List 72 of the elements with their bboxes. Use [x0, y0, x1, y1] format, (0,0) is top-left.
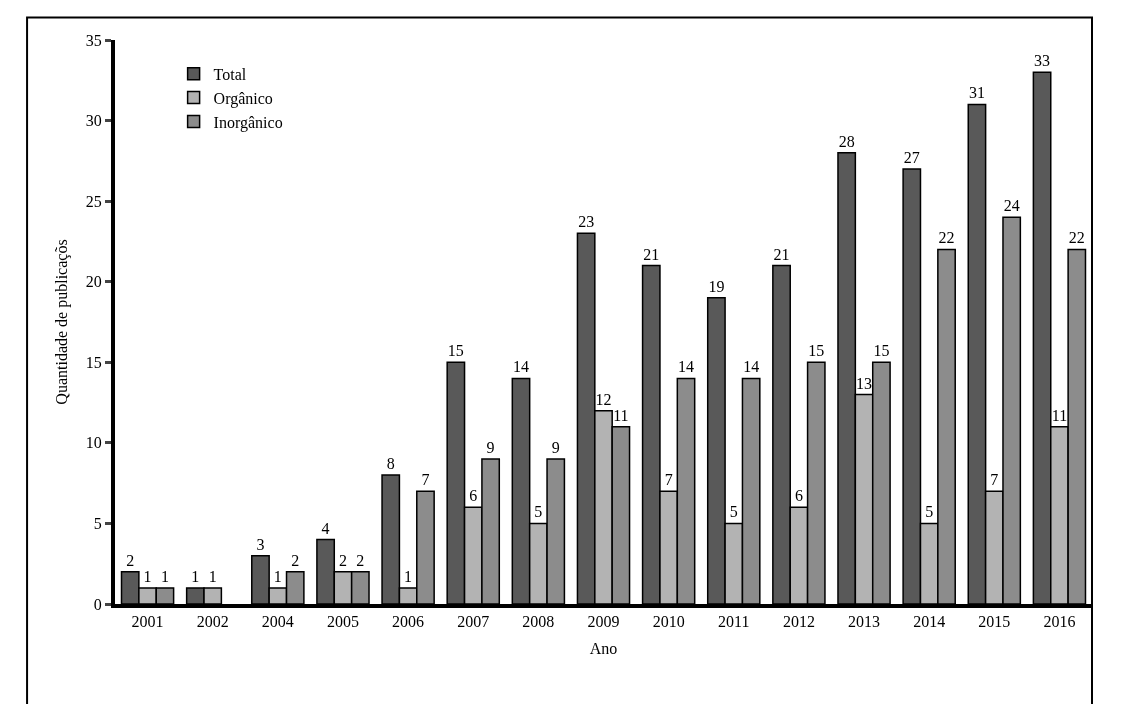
- data-label: 19: [708, 277, 725, 295]
- data-label: 15: [873, 342, 890, 360]
- data-label: 1: [404, 567, 413, 585]
- data-label: 22: [938, 229, 955, 247]
- data-label: 22: [1068, 229, 1085, 247]
- x-tick-label: 2006: [392, 613, 425, 631]
- data-label: 24: [1003, 197, 1020, 215]
- y-tick-label: 20: [85, 273, 102, 291]
- x-tick-label: 2010: [652, 613, 685, 631]
- data-label: 2: [356, 551, 365, 569]
- y-axis-title: Quantidade de publicaçõs: [53, 239, 72, 405]
- data-label: 7: [664, 471, 673, 489]
- data-label: 7: [421, 471, 430, 489]
- data-label: 2: [291, 551, 300, 569]
- data-label: 5: [925, 503, 934, 521]
- x-tick-label: 2005: [326, 613, 359, 631]
- data-label: 12: [595, 390, 612, 408]
- x-tick-label: 2004: [261, 613, 294, 631]
- data-label: 14: [512, 358, 529, 376]
- y-tick-label: 0: [93, 595, 102, 613]
- y-tick-label: 5: [93, 515, 102, 533]
- x-tick-label: 2008: [522, 613, 555, 631]
- data-label: 5: [729, 503, 738, 521]
- data-label: 9: [486, 438, 495, 456]
- x-tick-label: 2001: [131, 613, 164, 631]
- x-tick-label: 2016: [1043, 613, 1076, 631]
- data-label: 33: [1034, 52, 1051, 70]
- data-label: 1: [160, 567, 169, 585]
- data-label: 1: [273, 567, 282, 585]
- data-label: 6: [794, 487, 803, 505]
- data-label: 1: [191, 567, 200, 585]
- data-label: 9: [551, 438, 560, 456]
- data-label: 2: [338, 551, 347, 569]
- y-tick-label: 30: [85, 112, 102, 130]
- y-tick-label: 35: [85, 31, 102, 49]
- x-tick-label: 2009: [587, 613, 620, 631]
- data-label: 14: [743, 358, 760, 376]
- x-tick-label: 2011: [718, 613, 750, 631]
- data-label: 3: [256, 535, 265, 553]
- x-axis-title: Ano: [589, 640, 618, 658]
- legend-label: Orgânico: [213, 89, 273, 108]
- data-label: 21: [643, 245, 660, 263]
- data-label: 6: [469, 487, 478, 505]
- data-label: 14: [678, 358, 695, 376]
- data-label: 13: [856, 374, 873, 392]
- x-tick-label: 2015: [978, 613, 1011, 631]
- data-label: 11: [613, 406, 629, 424]
- legend-label: Total: [213, 66, 247, 84]
- legend-label: Inorgânico: [213, 113, 283, 132]
- data-label: 5: [534, 503, 543, 521]
- data-label: 7: [990, 471, 999, 489]
- data-label: 11: [1051, 406, 1068, 424]
- y-tick-label: 25: [85, 192, 102, 210]
- data-label: 8: [386, 455, 395, 473]
- x-tick-label: 2007: [457, 613, 490, 631]
- data-label: 15: [808, 342, 825, 360]
- data-label: 31: [968, 84, 985, 102]
- y-tick-label: 10: [85, 434, 102, 452]
- x-tick-label: 2013: [848, 613, 881, 631]
- data-label: 4: [321, 519, 330, 537]
- x-tick-label: 2014: [913, 613, 946, 631]
- data-label: 27: [903, 148, 920, 166]
- data-label: 1: [208, 567, 217, 585]
- data-label: 1: [143, 567, 152, 585]
- x-tick-label: 2002: [196, 613, 229, 631]
- data-label: 2: [126, 551, 135, 569]
- data-label: 28: [838, 132, 855, 150]
- y-tick-label: 15: [85, 353, 102, 371]
- data-label: 23: [578, 213, 595, 231]
- data-label: 21: [773, 245, 790, 263]
- x-tick-label: 2012: [782, 613, 815, 631]
- data-label: 15: [447, 342, 464, 360]
